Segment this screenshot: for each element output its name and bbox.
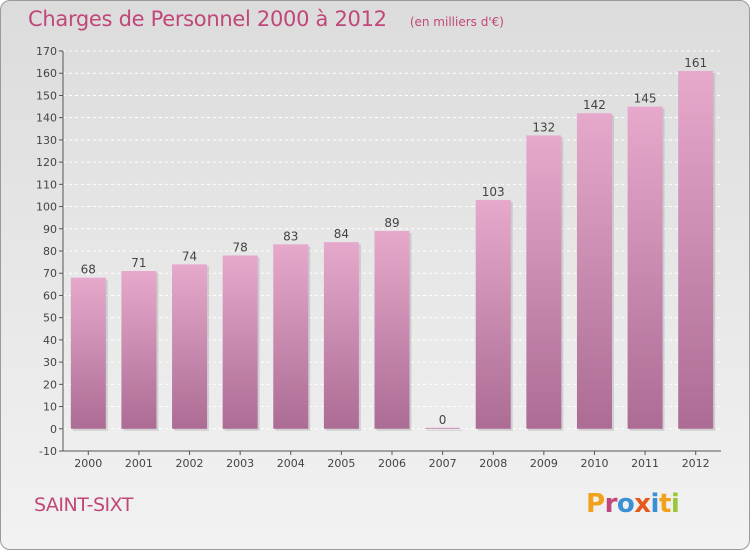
bar <box>425 427 461 429</box>
data-label: 0 <box>439 413 447 427</box>
logo-letter: P <box>586 489 605 519</box>
y-tick-label: -10 <box>39 445 57 458</box>
bar <box>627 106 663 429</box>
bar <box>526 135 562 429</box>
y-tick-label: 70 <box>43 267 57 280</box>
commune-name: SAINT-SIXT <box>34 494 133 516</box>
data-label: 142 <box>583 98 606 112</box>
x-tick-label: 2000 <box>74 457 102 470</box>
data-label: 145 <box>634 92 657 106</box>
x-tick-label: 2012 <box>682 457 710 470</box>
y-tick-label: 40 <box>43 334 57 347</box>
x-tick-label: 2007 <box>429 457 457 470</box>
y-tick-label: 60 <box>43 289 57 302</box>
chart-title: Charges de Personnel 2000 à 2012 <box>28 7 387 31</box>
x-tick-label: 2010 <box>580 457 608 470</box>
data-label: 78 <box>233 240 248 254</box>
x-tick-label: 2003 <box>226 457 254 470</box>
bar <box>70 277 106 429</box>
x-tick-label: 2002 <box>176 457 204 470</box>
data-label: 89 <box>384 216 399 230</box>
data-label: 161 <box>684 56 707 70</box>
data-label: 68 <box>81 263 96 277</box>
bar <box>121 271 157 429</box>
y-tick-label: 130 <box>36 134 57 147</box>
chart-subtitle: (en milliers d'€) <box>409 15 504 29</box>
y-tick-label: 150 <box>36 89 57 102</box>
bar <box>678 71 714 429</box>
plot-area: -10 0 10 20 30 40 50 60 70 80 90 100 110 120 130 140 150… <box>36 45 721 470</box>
y-tick-label: 170 <box>36 45 57 58</box>
y-tick-label: 140 <box>36 112 57 125</box>
x-tick-label: 2001 <box>125 457 153 470</box>
data-label: 74 <box>182 249 197 263</box>
data-label: 71 <box>131 256 146 270</box>
bar <box>172 264 208 429</box>
title-row: Charges de Personnel 2000 à 2012 (en mil… <box>28 7 504 31</box>
y-tick-label: 80 <box>43 245 57 258</box>
bar <box>273 244 309 429</box>
logo-letter: r <box>604 489 618 519</box>
logo-letter: x <box>634 489 651 519</box>
bar <box>475 199 511 429</box>
bar <box>323 242 359 429</box>
x-tick-label: 2009 <box>530 457 558 470</box>
bar <box>374 231 410 429</box>
logo-letter: o <box>616 489 635 519</box>
y-tick-label: 100 <box>36 201 57 214</box>
x-tick-label: 2006 <box>378 457 406 470</box>
y-tick-label: 90 <box>43 223 57 236</box>
y-tick-label: 20 <box>43 378 57 391</box>
y-tick-label: 50 <box>43 312 57 325</box>
bar-shadow <box>427 429 463 431</box>
logo-letter: i <box>670 489 680 519</box>
y-tick-label: 30 <box>43 356 57 369</box>
data-label: 132 <box>532 120 555 134</box>
bar <box>576 113 612 429</box>
y-tick-label: 10 <box>43 401 57 414</box>
y-tick-label: 0 <box>50 423 57 436</box>
bar <box>222 255 258 429</box>
y-tick-label: 160 <box>36 67 57 80</box>
logo-letter: i <box>650 489 660 519</box>
proxiti-logo[interactable]: Proxiti <box>586 489 680 519</box>
y-tick-label: 110 <box>36 178 57 191</box>
data-label: 103 <box>482 185 505 199</box>
data-label: 83 <box>283 229 298 243</box>
x-tick-label: 2005 <box>327 457 355 470</box>
x-tick-label: 2004 <box>277 457 305 470</box>
x-tick-label: 2011 <box>631 457 659 470</box>
data-label: 84 <box>334 227 349 241</box>
logo-letter: t <box>658 489 671 519</box>
x-tick-label: 2008 <box>479 457 507 470</box>
y-tick-label: 120 <box>36 156 57 169</box>
